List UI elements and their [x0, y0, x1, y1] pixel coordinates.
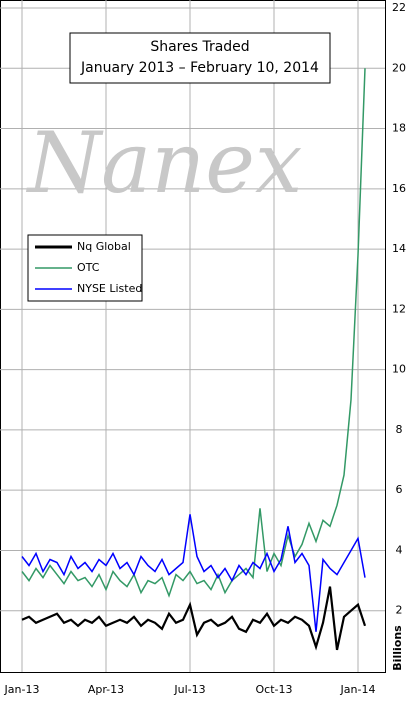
legend-label: OTC	[77, 261, 100, 274]
y-tick-label: 8	[396, 423, 403, 436]
y-tick-label: 2	[396, 604, 403, 617]
x-tick-label: Jan-13	[4, 683, 40, 696]
plot-frame	[0, 0, 386, 673]
y-tick-label: 12	[392, 302, 406, 315]
chart-title: Shares Traded	[150, 39, 249, 55]
y-tick-label: 20	[392, 61, 406, 74]
y-tick-label: 10	[392, 363, 406, 376]
legend-label: NYSE Listed	[77, 282, 142, 295]
y-tick-label: 14	[392, 242, 406, 255]
y-tick-label: 16	[392, 182, 406, 195]
y-axis-label: Billions	[391, 625, 404, 671]
x-tick-label: Jul-13	[173, 683, 205, 696]
grid	[0, 0, 385, 672]
y-tick-label: 6	[396, 483, 403, 496]
series-line	[21, 586, 367, 651]
legend: Nq Global OTC NYSE Listed	[35, 240, 142, 295]
y-tick-label: 4	[396, 543, 403, 556]
series-line	[21, 514, 366, 632]
x-tick-label: Oct-13	[256, 683, 293, 696]
series-line	[21, 68, 366, 598]
legend-label: Nq Global	[77, 240, 131, 253]
y-tick-label: 18	[392, 122, 406, 135]
chart-subtitle: January 2013 – February 10, 2014	[80, 60, 319, 76]
y-tick-label: 22	[392, 1, 406, 14]
watermark: Nanex	[26, 114, 303, 212]
x-tick-label: Apr-13	[88, 683, 124, 696]
title-box	[69, 32, 331, 84]
x-tick-label: Jan-14	[340, 683, 376, 696]
lines	[21, 68, 367, 651]
